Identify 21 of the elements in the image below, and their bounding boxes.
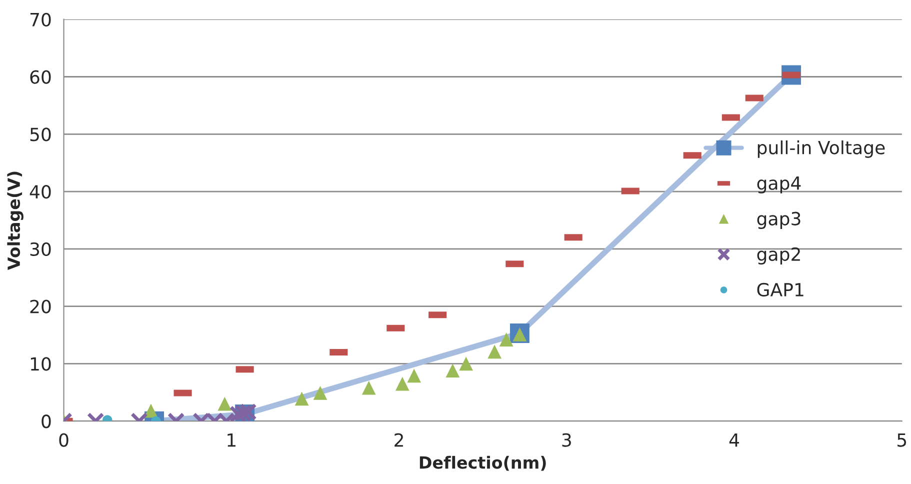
legend-label: pull-in Voltage bbox=[758, 140, 885, 158]
y-tick-label: 20 bbox=[30, 300, 51, 314]
legend-label: GAP1 bbox=[757, 282, 804, 297]
legend-label: gap4 bbox=[757, 176, 801, 194]
x-axis-title: Deflectio(nm) bbox=[420, 456, 546, 471]
x-tick-label: 4 bbox=[729, 433, 739, 447]
legend-label: gap2 bbox=[757, 247, 800, 264]
x-tick-label: 5 bbox=[898, 433, 906, 447]
y-axis-title: Voltage(V) bbox=[7, 172, 24, 270]
y-tick-label: 40 bbox=[30, 184, 51, 199]
x-tick-label: 0 bbox=[59, 433, 68, 447]
y-tick-label: 0 bbox=[42, 414, 51, 428]
x-tick-label: 2 bbox=[394, 433, 403, 447]
y-tick-label: 10 bbox=[30, 357, 51, 371]
y-tick-label: 50 bbox=[30, 128, 51, 142]
x-tick-label: 1 bbox=[228, 433, 236, 447]
y-tick-label: 70 bbox=[30, 12, 51, 26]
y-tick-label: 30 bbox=[30, 242, 51, 256]
y-tick-label: 60 bbox=[30, 70, 51, 84]
legend-label: gap3 bbox=[757, 212, 800, 229]
x-tick-label: 3 bbox=[562, 433, 571, 447]
